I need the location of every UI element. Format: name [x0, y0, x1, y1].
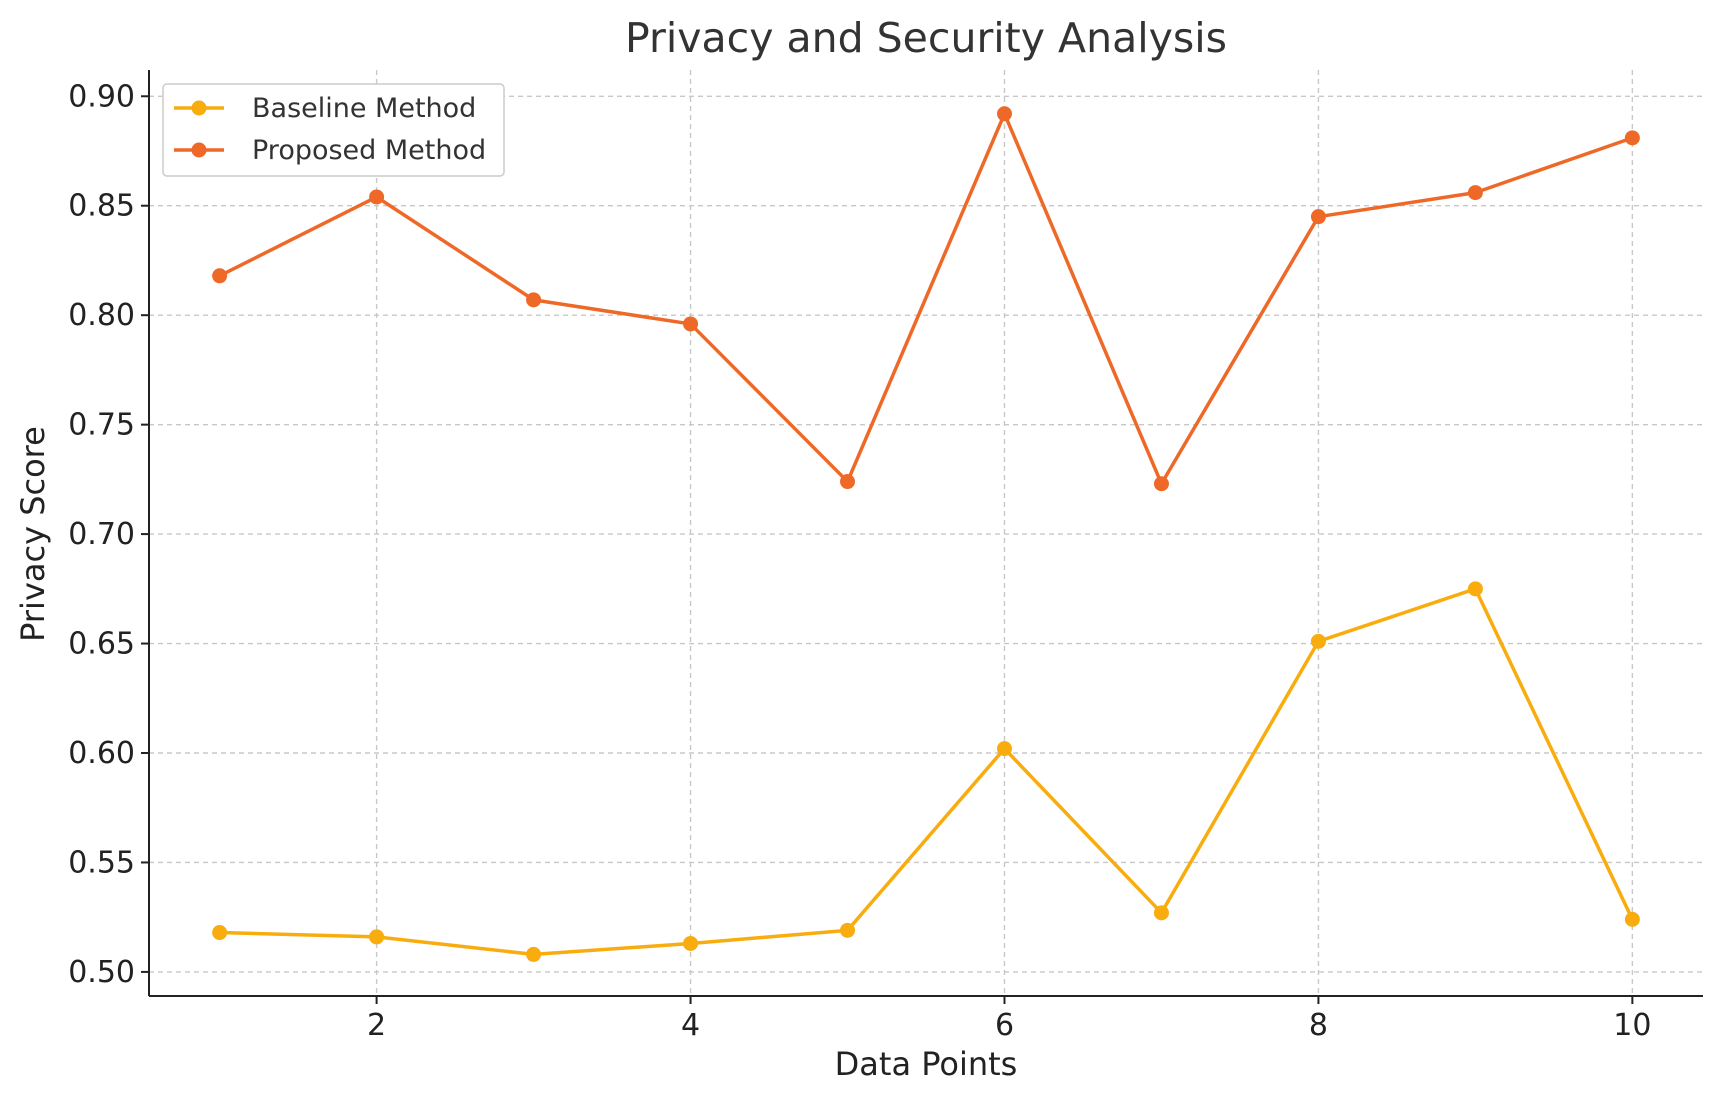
legend-label-baseline: Baseline Method [252, 93, 476, 124]
legend: Baseline Method Proposed Method [162, 83, 505, 177]
x-axis-label: Data Points [835, 1045, 1018, 1083]
data-point [683, 316, 699, 332]
legend-frame [162, 83, 505, 177]
series-lines [212, 106, 1640, 962]
legend-label-proposed: Proposed Method [252, 135, 486, 166]
legend-marker-proposed [191, 142, 207, 158]
legend-entry-baseline: Baseline Method [174, 93, 476, 124]
y-axis-label: Privacy Score [14, 426, 52, 642]
y-tick-label: 0.80 [68, 298, 135, 333]
x-tick-label: 4 [681, 1008, 700, 1043]
data-point [840, 922, 856, 938]
data-point [526, 946, 542, 962]
x-tick-label: 6 [995, 1008, 1014, 1043]
data-point [212, 925, 228, 941]
y-tick-label: 0.90 [68, 79, 135, 114]
y-tick-label: 0.85 [68, 189, 135, 224]
data-point [1310, 209, 1326, 225]
data-point [683, 935, 699, 951]
grid [149, 70, 1703, 996]
data-point [1467, 185, 1483, 201]
data-point [1624, 911, 1640, 927]
series-0 [212, 581, 1640, 962]
chart-title: Privacy and Security Analysis [625, 14, 1227, 62]
tick-labels: 0.50 0.55 0.60 0.65 0.70 0.75 0.80 0.85 0.90 2 4 6 8… [68, 79, 1651, 1043]
data-point [1153, 476, 1169, 492]
series-line [217, 587, 1635, 957]
data-point [1467, 581, 1483, 597]
y-tick-label: 0.50 [68, 955, 135, 990]
x-tick-label: 2 [367, 1008, 386, 1043]
data-point [1624, 130, 1640, 146]
data-point [1153, 905, 1169, 921]
y-tick-label: 0.55 [68, 845, 135, 880]
series-line [217, 112, 1635, 486]
y-tick-label: 0.65 [68, 627, 135, 662]
x-tick-label: 8 [1309, 1008, 1328, 1043]
data-point [369, 929, 385, 945]
data-point [212, 268, 228, 284]
data-point [526, 292, 542, 308]
axes [141, 70, 1703, 1004]
data-point [1310, 633, 1326, 649]
series-1 [212, 106, 1640, 492]
y-tick-label: 0.75 [68, 408, 135, 443]
data-point [996, 741, 1012, 757]
legend-marker-baseline [191, 100, 207, 116]
y-tick-label: 0.60 [68, 736, 135, 771]
legend-entry-proposed: Proposed Method [174, 135, 486, 166]
data-point [369, 189, 385, 205]
data-point [840, 474, 856, 490]
data-point [996, 106, 1012, 122]
x-tick-label: 10 [1613, 1008, 1651, 1043]
y-tick-label: 0.70 [68, 517, 135, 552]
